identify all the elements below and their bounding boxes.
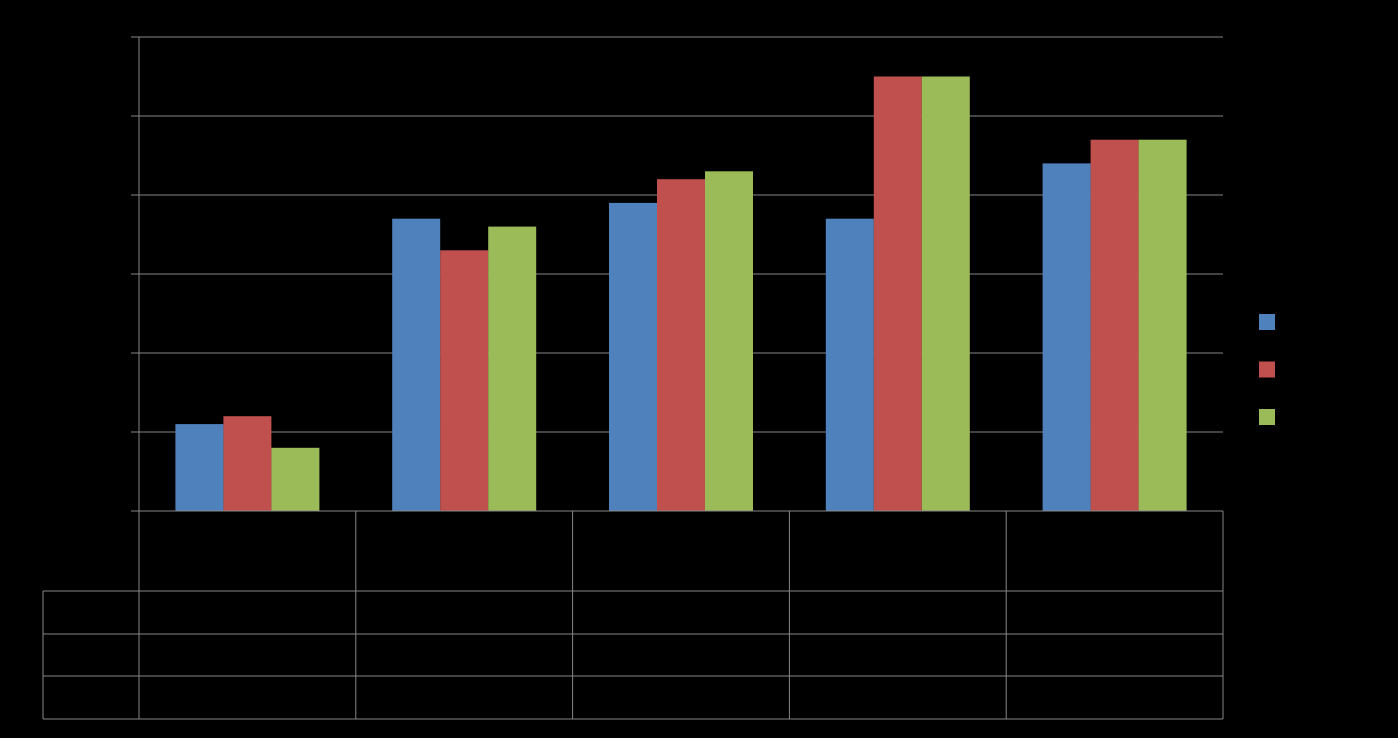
bar — [1138, 139, 1187, 511]
bar — [1090, 139, 1139, 511]
bar — [392, 218, 441, 511]
legend-marker — [1259, 409, 1275, 425]
bar — [657, 179, 705, 511]
bar — [175, 424, 224, 511]
bar — [705, 171, 753, 512]
bar — [921, 76, 970, 511]
bar — [873, 76, 922, 511]
legend-marker — [1259, 361, 1275, 378]
bar — [609, 202, 657, 511]
bar — [825, 218, 874, 511]
bar — [488, 226, 537, 511]
bar — [1042, 163, 1091, 511]
bar — [271, 447, 320, 511]
legend-marker — [1259, 314, 1275, 330]
bar — [440, 250, 489, 512]
bar — [223, 416, 272, 511]
